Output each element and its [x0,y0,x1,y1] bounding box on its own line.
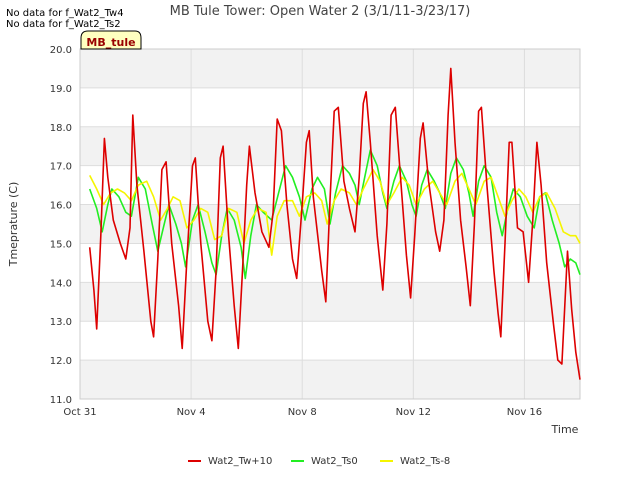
y-tick-label: 14.0 [50,278,72,289]
plot-frame [79,48,581,400]
legend-label-Wat2_Ts-8: Wat2_Ts-8 [400,456,450,467]
no-data-note-2: No data for f_Wat2_Ts2 [6,19,121,30]
x-tick-label: Nov 8 [288,407,317,418]
legend-label-Wat2_Tw+10: Wat2_Tw+10 [208,456,272,467]
plot-background-bands [80,49,580,399]
no-data-note-1: No data for f_Wat2_Tw4 [6,8,124,19]
series-line-Wat2_Tw+10 [88,67,581,380]
series-layer [88,67,581,380]
y-tick-label: 11.0 [50,395,72,406]
legend: Wat2_Tw+10 Wat2_Ts0 Wat2_Ts-8 [188,456,450,467]
x-axis-ticks: Oct 31 Nov 4 Nov 8 Nov 12 Nov 16 [63,407,542,418]
y-tick-label: 17.0 [50,162,72,173]
x-tick-label: Nov 16 [507,407,542,418]
plot-band [80,126,580,166]
y-tick-label: 19.0 [50,84,72,95]
y-tick-label: 18.0 [50,123,72,134]
x-axis-label: Time [551,423,579,436]
y-axis-ticks: 11.0 12.0 13.0 14.0 15.0 16.0 17.0 18.0 19.0 20.0 [50,45,72,406]
legend-label-Wat2_Ts0: Wat2_Ts0 [311,456,358,467]
chart-title: MB Tule Tower: Open Water 2 (3/1/11-3/23… [170,4,471,19]
site-badge: MB_tule [80,30,142,50]
series-line-Wat2_Ts-8 [88,168,581,256]
y-tick-label: 15.0 [50,239,72,250]
y-tick-label: 13.0 [50,317,72,328]
y-tick-label: 12.0 [50,356,72,367]
plot-band [80,360,580,399]
y-tick-label: 20.0 [50,45,72,56]
y-axis-label: Tmeprature (C) [7,182,20,268]
site-badge-label: MB_tule [86,36,135,49]
x-tick-label: Nov 4 [177,407,206,418]
plot-band [80,49,580,88]
y-tick-label: 16.0 [50,201,72,212]
x-tick-label: Oct 31 [63,407,96,418]
x-tick-label: Nov 12 [396,407,431,418]
